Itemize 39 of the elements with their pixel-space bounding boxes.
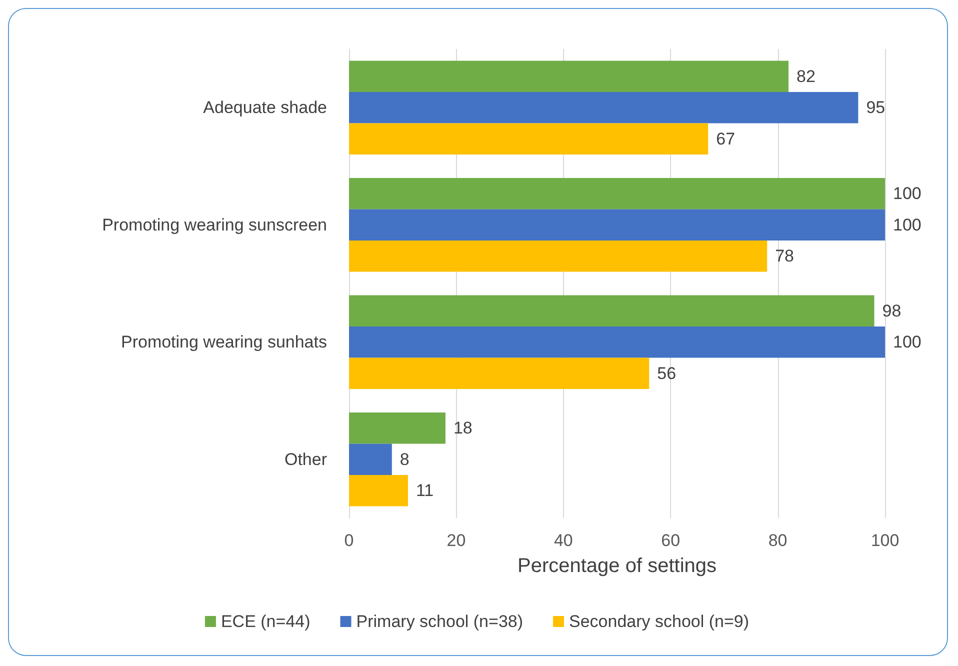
- data-label: 18: [453, 418, 472, 438]
- chart-frame: Percentage of settings Adequate shade Promoting wearing sunscreen Promoting wearing sunhats Other 0 20 40 60 80 100 82 100 98 18 95 100 100 8 67 78 56 11 ECE (n=44) Primary school (n=38) Secondary school (n=9): [8, 8, 948, 656]
- x-tick-label: 40: [554, 531, 573, 550]
- bar: [349, 92, 858, 124]
- data-label: 100: [893, 215, 922, 234]
- x-tick-label: 80: [768, 531, 788, 550]
- data-label: 8: [400, 450, 410, 469]
- bar: [349, 358, 650, 390]
- bar: [349, 123, 708, 155]
- data-label: 100: [893, 184, 922, 204]
- x-tick-label: 100: [870, 531, 900, 550]
- bar: [349, 412, 446, 444]
- data-label: 56: [657, 364, 676, 383]
- x-tick-label: 20: [446, 531, 466, 550]
- data-label: 67: [716, 129, 736, 148]
- bar: [349, 475, 408, 506]
- bar: [349, 295, 874, 326]
- x-tick-label: 0: [344, 531, 354, 550]
- x-axis-title: Percentage of settings: [517, 555, 717, 577]
- y-tick-label: Promoting wearing sunscreen: [102, 215, 327, 234]
- bar: [349, 60, 789, 92]
- y-tick-label: Adequate shade: [203, 98, 327, 118]
- legend-label: Primary school (n=38): [356, 612, 524, 631]
- legend-label: Secondary school (n=9): [569, 612, 750, 631]
- y-tick-label: Other: [284, 450, 328, 469]
- bar: [349, 178, 885, 210]
- y-tick-label: Promoting wearing sunhats: [120, 332, 327, 352]
- data-label: 11: [416, 481, 434, 500]
- bar: [349, 209, 885, 241]
- bar: [349, 326, 885, 358]
- bar: [349, 240, 768, 272]
- bar: [349, 444, 392, 476]
- data-label: 98: [882, 301, 902, 320]
- legend-label: ECE (n=44): [220, 612, 310, 631]
- data-label: 95: [866, 98, 886, 118]
- data-label: 100: [893, 332, 922, 352]
- data-label: 78: [775, 246, 794, 266]
- x-tick-label: 60: [661, 531, 680, 550]
- data-label: 82: [796, 66, 816, 86]
